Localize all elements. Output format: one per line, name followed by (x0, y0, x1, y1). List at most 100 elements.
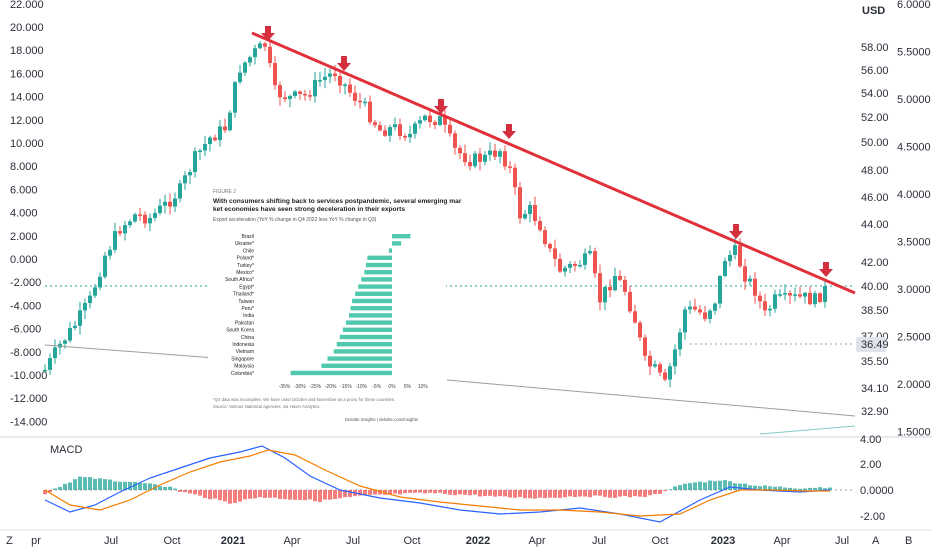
candle-body (408, 133, 412, 138)
right-axis-inner-tick: 50.00 (861, 137, 889, 149)
macd-histogram-bar (438, 490, 442, 493)
candle (573, 261, 577, 272)
macd-histogram-bar (373, 490, 377, 495)
inset-x-tick: -10% (355, 384, 367, 390)
macd-histogram-bar (143, 483, 147, 490)
support-line-left (44, 344, 216, 359)
candle-body (703, 312, 707, 319)
candle-body (88, 295, 92, 304)
candle-body (638, 322, 642, 338)
x-axis-label: Jul (592, 535, 606, 547)
macd-histogram-bar (318, 490, 322, 502)
candle-body (568, 263, 572, 268)
candle-body (593, 251, 597, 274)
candle-body (818, 293, 822, 302)
candle-body (628, 291, 632, 312)
right-axis-inner-tick: 34.10 (861, 383, 889, 395)
macd-histogram-bar (703, 482, 707, 490)
candle-body (273, 63, 277, 86)
left-axis-tick: -8.000 (10, 347, 41, 359)
candle-body (308, 95, 312, 97)
macd-histogram-bar (538, 490, 542, 498)
macd-histogram-bar (483, 490, 487, 497)
left-axis-tick: 8.000 (10, 161, 38, 173)
candle-body (808, 292, 812, 305)
candle (758, 291, 762, 309)
candle-body (783, 293, 787, 295)
candle-body (333, 73, 337, 77)
candle-body (63, 340, 67, 344)
macd-histogram-bar (553, 490, 557, 498)
candle-body (388, 127, 392, 136)
candle-body (743, 266, 747, 282)
left-axis-tick: 16.000 (10, 68, 44, 80)
macd-histogram-bar (743, 483, 747, 490)
candle-body (108, 249, 112, 256)
candle (653, 360, 657, 369)
candle-body (243, 62, 247, 73)
candle-body (453, 133, 457, 148)
candle (103, 252, 107, 280)
candle (338, 69, 342, 94)
x-axis-label: Jul (104, 535, 118, 547)
candle (153, 208, 157, 222)
candle-body (403, 136, 407, 138)
macd-histogram-bar (748, 485, 752, 490)
macd-histogram-bar (408, 490, 412, 493)
candle-body (813, 293, 817, 305)
inset-country-label: Poland* (236, 256, 254, 262)
candle (188, 168, 192, 184)
macd-histogram-bar (678, 485, 682, 490)
right-axis-outer-tick: 5.5000 (897, 47, 931, 59)
right-axis-inner-tick: 56.00 (861, 65, 889, 77)
right-axis-outer-tick: 1.5000 (897, 427, 931, 439)
candle-body (83, 303, 87, 311)
macd-histogram-bar (453, 490, 457, 496)
candle (253, 44, 257, 65)
candle-body (543, 230, 547, 244)
candle (218, 119, 222, 147)
macd-histogram-bar (303, 490, 307, 501)
left-axis-tick: 18.000 (10, 45, 44, 57)
candle (83, 298, 87, 320)
left-axis-tick: -2.000 (10, 277, 41, 289)
macd-histogram-bar (113, 481, 117, 490)
corner-b-button[interactable]: B (905, 535, 912, 547)
candle (398, 118, 402, 141)
macd-histogram-bar (798, 488, 802, 490)
macd-histogram-bar (593, 490, 597, 496)
macd-histogram-bar (148, 483, 152, 490)
candle (478, 147, 482, 171)
candle-body (338, 76, 342, 86)
candle (268, 41, 272, 68)
macd-histogram-bar (783, 487, 787, 490)
macd-histogram-bar (118, 481, 122, 490)
inset-bar (392, 234, 411, 239)
candle-body (198, 150, 202, 153)
candle-body (523, 214, 527, 219)
candle-body (343, 84, 347, 86)
corner-a-button[interactable]: A (872, 535, 880, 547)
candle-body (278, 85, 282, 98)
inset-x-tick: -30% (294, 384, 306, 390)
left-axis-tick: -14.000 (10, 416, 47, 428)
x-axis-label: 2022 (466, 535, 490, 547)
candle-body (548, 243, 552, 249)
candle (353, 85, 357, 106)
inset-bar (336, 342, 392, 347)
left-axis-tick: 2.000 (10, 231, 38, 243)
inset-bar (392, 241, 402, 246)
right-axis-inner-tick: 32.90 (861, 406, 889, 418)
right-axis-outer-tick: 6.0000 (897, 0, 931, 11)
candle (423, 114, 427, 122)
macd-histogram-bar (268, 490, 272, 498)
candle-body (378, 125, 382, 131)
candle (428, 110, 432, 128)
candle (523, 209, 527, 221)
corner-left-button[interactable]: Z (6, 535, 13, 547)
candle (363, 97, 367, 107)
inset-x-tick: -20% (325, 384, 337, 390)
candle (388, 124, 392, 143)
macd-histogram-bar (93, 478, 97, 490)
macd-histogram-bar (228, 490, 232, 504)
